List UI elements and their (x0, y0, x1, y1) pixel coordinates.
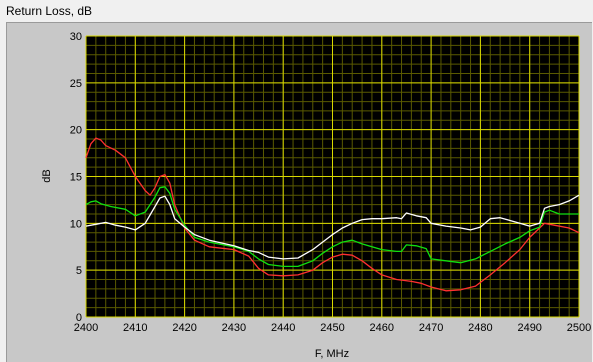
y-tick-label: 20 (70, 125, 82, 137)
x-tick-label: 2460 (370, 322, 394, 334)
x-tick-label: 2450 (320, 322, 344, 334)
x-axis-label: F, MHz (315, 348, 349, 360)
y-tick-labels: 0 5 10 15 20 25 30 (70, 31, 82, 324)
y-tick-label: 0 (76, 312, 82, 324)
y-tick-label: 25 (70, 78, 82, 90)
y-tick-label: 30 (70, 31, 82, 43)
x-tick-label: 2490 (517, 322, 541, 334)
x-tick-label: 2420 (172, 322, 196, 334)
y-axis-label: dB (41, 169, 53, 182)
x-tick-label: 2430 (222, 322, 246, 334)
y-tick-label: 15 (70, 172, 82, 184)
series-line-1 (85, 137, 580, 292)
x-tick-label: 2410 (123, 322, 147, 334)
chart-title: Return Loss, dB (6, 4, 93, 18)
x-tick-label: 2480 (468, 322, 492, 334)
x-tick-labels: 2400 2410 2420 2430 2440 2450 2460 2470 2480 2490… (74, 322, 591, 334)
y-tick-label: 5 (76, 265, 82, 277)
series-lines (85, 137, 580, 292)
x-tick-label: 2470 (419, 322, 443, 334)
x-tick-label: 2500 (567, 322, 591, 334)
x-tick-label: 2400 (74, 322, 98, 334)
x-tick-label: 2440 (271, 322, 295, 334)
series-line-3 (85, 194, 580, 260)
y-tick-label: 10 (70, 218, 82, 230)
series-line-2 (85, 186, 579, 268)
